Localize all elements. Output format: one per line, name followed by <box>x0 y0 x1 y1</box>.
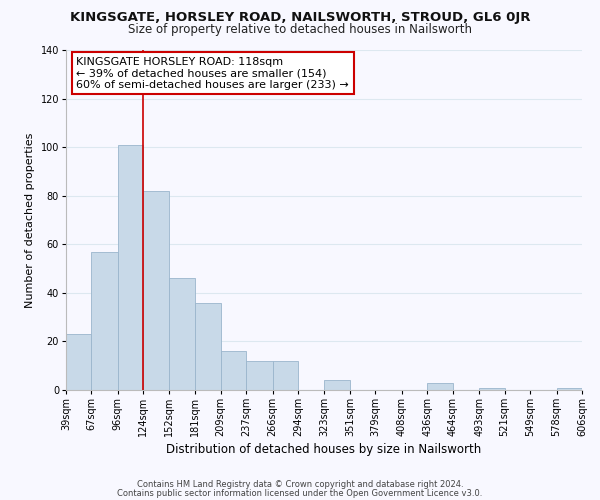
Bar <box>272 361 298 390</box>
Bar <box>91 252 118 390</box>
Text: Contains public sector information licensed under the Open Government Licence v3: Contains public sector information licen… <box>118 488 482 498</box>
Bar <box>221 351 246 390</box>
Text: KINGSGATE, HORSLEY ROAD, NAILSWORTH, STROUD, GL6 0JR: KINGSGATE, HORSLEY ROAD, NAILSWORTH, STR… <box>70 11 530 24</box>
Text: Size of property relative to detached houses in Nailsworth: Size of property relative to detached ho… <box>128 22 472 36</box>
Y-axis label: Number of detached properties: Number of detached properties <box>25 132 35 308</box>
Text: Contains HM Land Registry data © Crown copyright and database right 2024.: Contains HM Land Registry data © Crown c… <box>137 480 463 489</box>
Bar <box>143 191 169 390</box>
Bar <box>557 388 582 390</box>
Bar <box>195 302 221 390</box>
X-axis label: Distribution of detached houses by size in Nailsworth: Distribution of detached houses by size … <box>166 444 482 456</box>
Bar <box>479 388 505 390</box>
Bar <box>169 278 195 390</box>
Bar <box>66 334 91 390</box>
Bar <box>325 380 350 390</box>
Bar <box>118 144 143 390</box>
Bar <box>427 382 453 390</box>
Bar <box>246 361 272 390</box>
Text: KINGSGATE HORSLEY ROAD: 118sqm
← 39% of detached houses are smaller (154)
60% of: KINGSGATE HORSLEY ROAD: 118sqm ← 39% of … <box>76 57 349 90</box>
